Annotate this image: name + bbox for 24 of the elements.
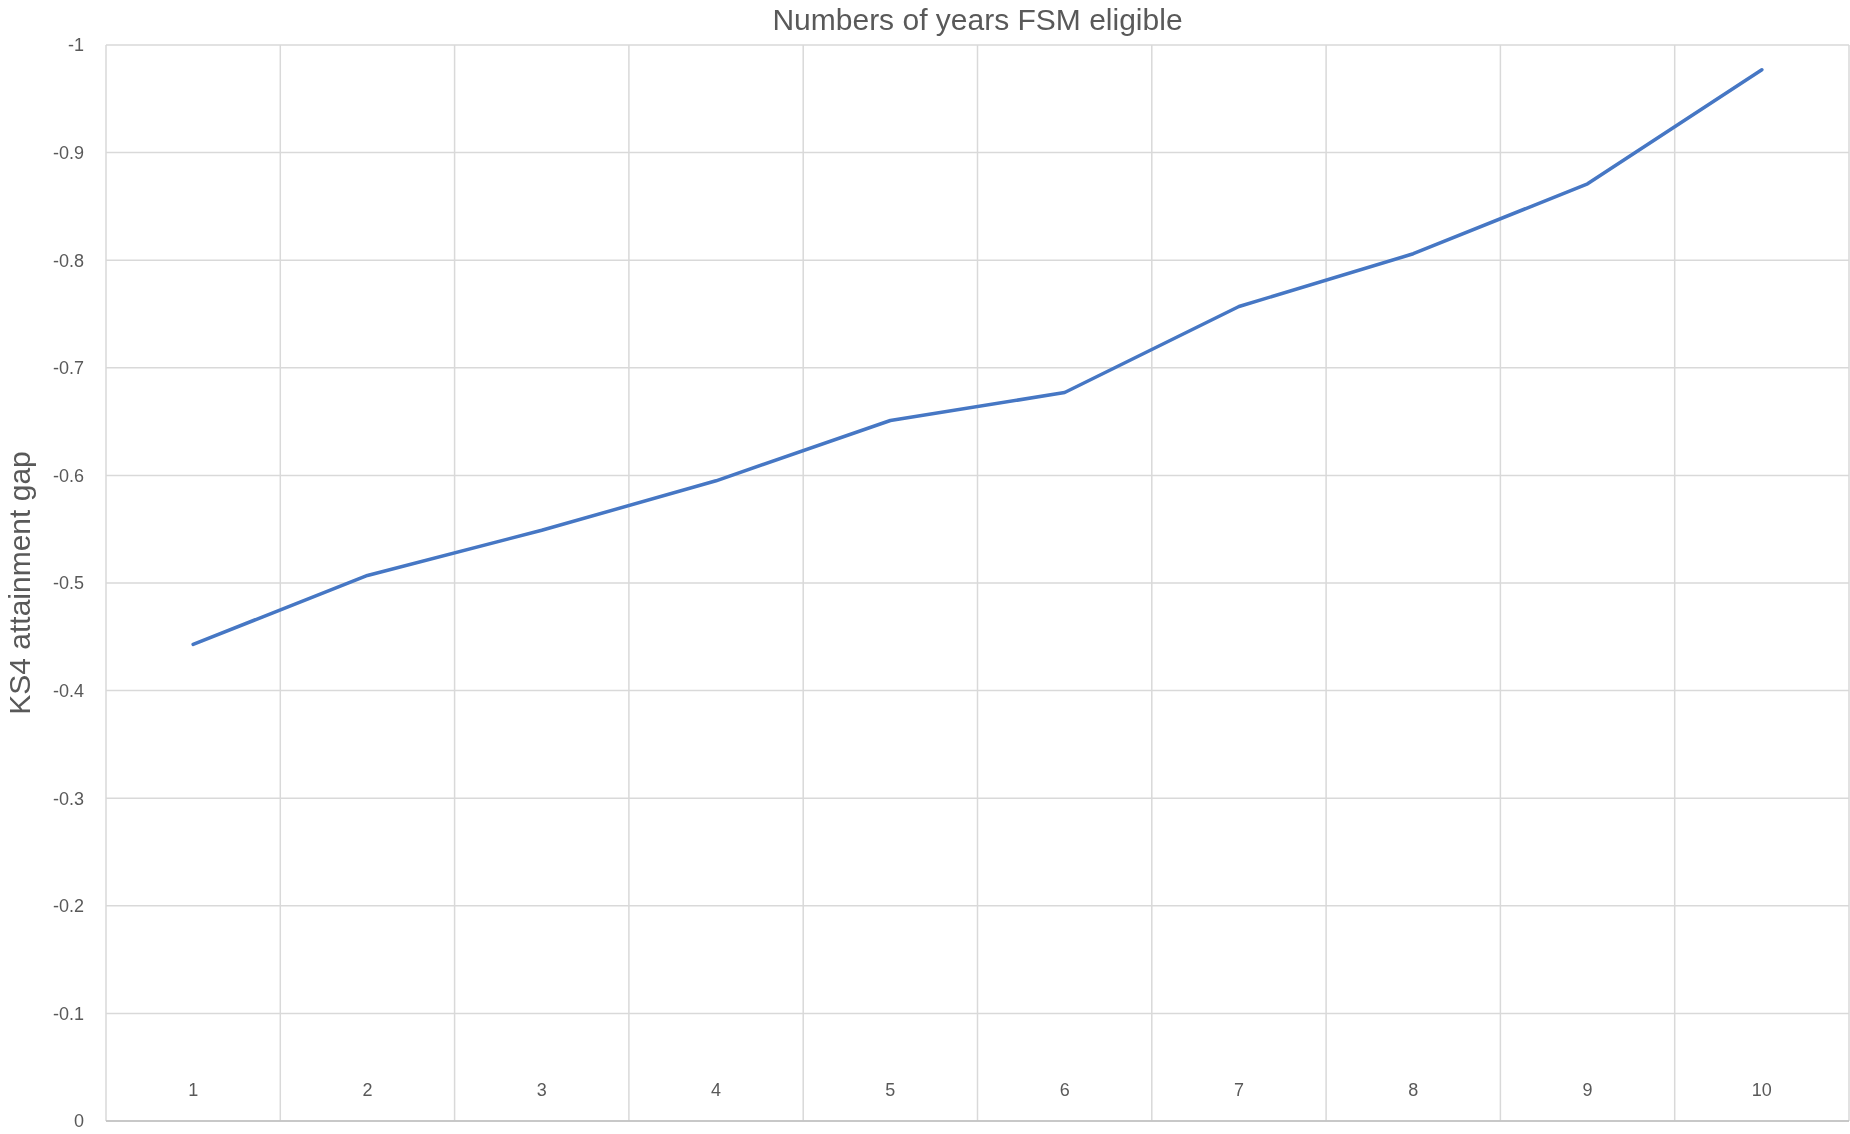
y-tick-label: -0.4 [52,680,84,701]
x-tick-label: 10 [1751,1080,1772,1101]
x-tick-label: 5 [885,1080,896,1101]
x-tick-label: 4 [711,1080,722,1101]
y-tick-label: -0.8 [52,250,84,271]
x-tick-label: 9 [1582,1080,1593,1101]
chart-title: Numbers of years FSM eligible [772,3,1183,36]
x-tick-label: 6 [1059,1080,1070,1101]
y-tick-label: -0.3 [52,788,84,809]
y-tick-label: -0.9 [52,142,84,163]
x-tick-label: 1 [188,1080,199,1101]
y-tick-label: -0.7 [52,358,84,379]
y-tick-label: -0.1 [52,1003,84,1024]
x-tick-label: 8 [1408,1080,1419,1101]
y-tick-label: 0 [73,1111,84,1132]
y-tick-label: -0.5 [52,573,84,594]
x-tick-label: 3 [536,1080,547,1101]
y-axis-title: KS4 attainment gap [3,451,36,715]
y-tick-label: -0.6 [52,465,84,486]
y-tick-label: -1 [67,35,84,56]
y-tick-label: -0.2 [52,896,84,917]
line-series [191,68,1764,647]
x-tick-label: 2 [362,1080,373,1101]
x-tick-label: 7 [1233,1080,1244,1101]
